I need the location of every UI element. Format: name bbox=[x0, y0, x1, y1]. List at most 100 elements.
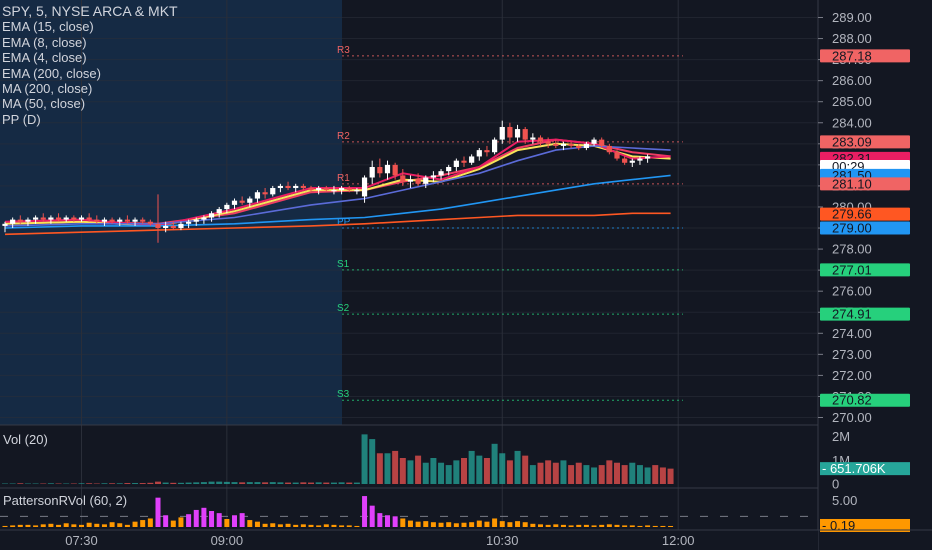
candle-body-3 bbox=[25, 219, 31, 222]
volume-bar-52 bbox=[399, 458, 406, 484]
time-axis[interactable]: 07:30 09:00 10:30 12:00 bbox=[0, 529, 932, 550]
volume-bar-62 bbox=[476, 455, 483, 484]
price-tag-label-5: 281.10 bbox=[832, 176, 872, 191]
rvol-bar-37 bbox=[285, 523, 291, 527]
rvol-bar-14 bbox=[109, 522, 115, 527]
candle-body-61 bbox=[469, 156, 475, 163]
rvol-bar-66 bbox=[507, 522, 513, 527]
price-axis[interactable]: 289.00288.00287.00286.00285.00284.00283.… bbox=[817, 0, 932, 550]
candle-body-69 bbox=[530, 137, 536, 140]
legend-ema8[interactable]: EMA (8, close) bbox=[2, 34, 87, 50]
series-line-4 bbox=[4, 174, 671, 229]
rvol-bar-52 bbox=[400, 518, 406, 527]
rvol-bar-21 bbox=[163, 515, 169, 527]
candle-body-32 bbox=[247, 198, 253, 203]
volume-bar-48 bbox=[369, 439, 376, 484]
candle-body-80 bbox=[614, 152, 620, 159]
candle-body-11 bbox=[86, 217, 92, 220]
candle-body-63 bbox=[484, 150, 490, 153]
legend-pivot-points[interactable]: PP (D) bbox=[2, 111, 41, 127]
pivot-label-r2: R2 bbox=[337, 131, 350, 142]
candle-body-27 bbox=[208, 213, 215, 218]
candle-body-64 bbox=[492, 139, 498, 153]
candle-body-46 bbox=[354, 190, 360, 192]
time-tick-label-1: 09:00 bbox=[211, 533, 244, 548]
rvol-bar-45 bbox=[346, 525, 352, 527]
candle-body-29 bbox=[224, 204, 230, 210]
candle-body-38 bbox=[293, 185, 299, 189]
price-tag-label-9: 274.91 bbox=[832, 307, 872, 322]
candle-body-82 bbox=[629, 160, 635, 163]
rvol-bar-59 bbox=[453, 523, 459, 527]
volume-bar-16 bbox=[124, 483, 131, 484]
price-tick-label-1: 288.00 bbox=[832, 31, 872, 46]
legend-ema200[interactable]: EMA (200, close) bbox=[2, 65, 101, 81]
candle-body-49 bbox=[377, 166, 383, 174]
candle-body-44 bbox=[339, 188, 345, 191]
rvol-bar-71 bbox=[545, 524, 551, 527]
volume-bar-22 bbox=[170, 482, 177, 484]
pivot-label-s2: S2 bbox=[337, 303, 350, 314]
legend-ema15[interactable]: EMA (15, close) bbox=[2, 19, 94, 35]
rvol-bar-80 bbox=[614, 524, 620, 527]
candle-body-50 bbox=[384, 164, 391, 174]
rvol-bar-84 bbox=[645, 525, 651, 527]
rvol-bar-41 bbox=[316, 525, 322, 527]
volume-bar-73 bbox=[560, 460, 567, 484]
price-tag-bg-0 bbox=[820, 49, 910, 63]
volume-bar-56 bbox=[430, 458, 437, 484]
candle-body-35 bbox=[270, 188, 276, 195]
candle-body-75 bbox=[576, 145, 582, 149]
rvol-bar-2 bbox=[17, 524, 23, 527]
volume-pane-label[interactable]: Vol (20) bbox=[3, 432, 48, 447]
rvol-bar-25 bbox=[193, 509, 199, 527]
rvol-bar-8 bbox=[63, 523, 69, 527]
rvol-bar-0 bbox=[2, 525, 8, 527]
volume-bar-25 bbox=[193, 482, 200, 484]
candle-body-21 bbox=[163, 225, 169, 229]
candle-body-55 bbox=[423, 177, 429, 184]
price-tick-label-3: 286.00 bbox=[832, 73, 872, 88]
pivot-label-s3: S3 bbox=[337, 389, 350, 400]
candlestick-series[interactable] bbox=[2, 120, 651, 243]
candle-body-7 bbox=[55, 217, 62, 220]
rvol-bar-12 bbox=[94, 523, 100, 527]
time-tick-label-0: 07:30 bbox=[65, 533, 98, 548]
candle-body-73 bbox=[560, 143, 567, 146]
rvol-bar-35 bbox=[270, 523, 276, 527]
candle-body-17 bbox=[132, 219, 138, 222]
legend-ma50[interactable]: MA (50, close) bbox=[2, 96, 86, 112]
rvol-bar-51 bbox=[392, 516, 398, 527]
volume-bar-71 bbox=[545, 460, 552, 484]
candle-body-4 bbox=[33, 217, 39, 220]
price-tag-bg-7 bbox=[820, 221, 910, 235]
rvol-bar-64 bbox=[492, 518, 498, 527]
candle-body-83 bbox=[637, 158, 643, 161]
rvol-bar-10 bbox=[79, 524, 84, 527]
volume-bar-81 bbox=[621, 465, 628, 484]
legend-ma200[interactable]: MA (200, close) bbox=[2, 81, 93, 97]
volume-bar-70 bbox=[537, 462, 544, 484]
candle-body-10 bbox=[78, 217, 85, 220]
symbol-title[interactable]: SPY, 5, NYSE ARCA & MKT bbox=[2, 3, 178, 19]
candle-body-58 bbox=[446, 166, 452, 172]
candle-body-2 bbox=[17, 219, 23, 222]
rvol-bar-62 bbox=[476, 520, 482, 527]
volume-bar-47 bbox=[361, 434, 368, 484]
rvol-bar-30 bbox=[232, 515, 237, 527]
volume-bar-76 bbox=[583, 465, 590, 484]
candle-body-48 bbox=[369, 166, 375, 178]
legend-ema4[interactable]: EMA (4, close) bbox=[2, 50, 87, 66]
rvol-bar-69 bbox=[530, 523, 536, 527]
candle-body-19 bbox=[147, 221, 153, 224]
price-tag-label-8: 277.01 bbox=[832, 262, 872, 277]
price-tag-label-7: 279.00 bbox=[832, 221, 872, 236]
volume-bar-31 bbox=[239, 482, 246, 484]
rvol-bar-73 bbox=[560, 524, 566, 527]
rvol-bar-56 bbox=[430, 522, 436, 527]
rvol-bar-60 bbox=[461, 522, 467, 527]
rvol-bar-63 bbox=[484, 521, 490, 527]
candle-body-25 bbox=[193, 219, 199, 222]
rvol-pane-label[interactable]: PattersonRVol (60, 2) bbox=[3, 493, 128, 508]
